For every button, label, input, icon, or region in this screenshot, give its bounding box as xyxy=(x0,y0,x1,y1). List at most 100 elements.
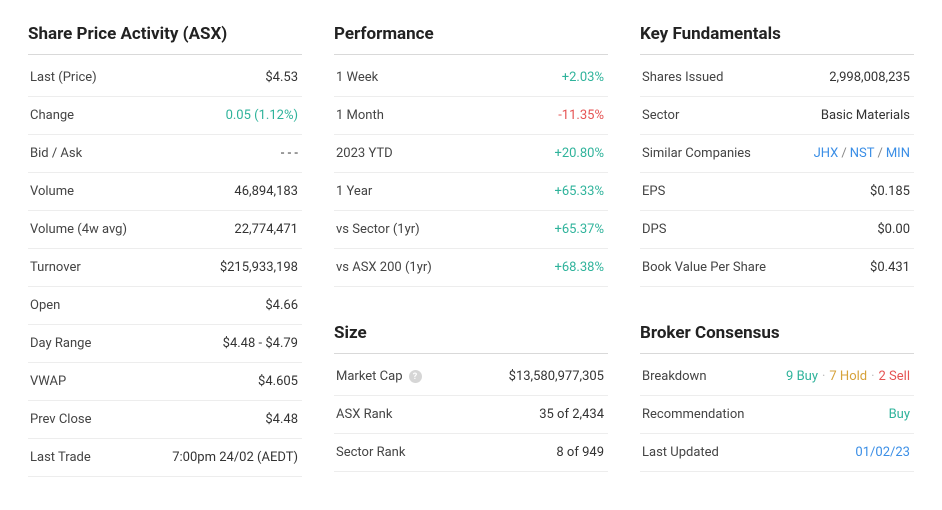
label-turnover: Turnover xyxy=(30,260,81,275)
similar-link-2[interactable]: NST xyxy=(850,146,875,161)
row-day-range: Day Range $4.48 - $4.79 xyxy=(28,325,302,363)
similar-link-3[interactable]: MIN xyxy=(886,146,910,161)
label-bid-ask: Bid / Ask xyxy=(30,146,82,161)
row-asx-rank: ASX Rank 35 of 2,434 xyxy=(334,396,608,434)
breakdown-hold: 7 Hold xyxy=(829,369,867,384)
value-open: $4.66 xyxy=(265,298,298,313)
fundamentals-column: Key Fundamentals Shares Issued 2,998,008… xyxy=(640,24,914,477)
row-vs-asx200: vs ASX 200 (1yr) +68.38% xyxy=(334,249,608,287)
value-sector: Basic Materials xyxy=(821,108,910,123)
label-volume-4w: Volume (4w avg) xyxy=(30,222,127,237)
row-1-week: 1 Week +2.03% xyxy=(334,59,608,97)
value-breakdown: 9 Buy · 7 Hold · 2 Sell xyxy=(786,369,910,384)
breakdown-dot-1: · xyxy=(822,369,825,384)
row-1-month: 1 Month -11.35% xyxy=(334,97,608,135)
share-price-title: Share Price Activity (ASX) xyxy=(28,24,302,55)
row-dps: DPS $0.00 xyxy=(640,211,914,249)
row-breakdown: Breakdown 9 Buy·7 Hold·2 Sell xyxy=(640,358,914,396)
row-last-updated: Last Updated 01/02/23 xyxy=(640,434,914,472)
row-sector-rank: Sector Rank 8 of 949 xyxy=(334,434,608,472)
label-vwap: VWAP xyxy=(30,374,66,389)
value-volume: 46,894,183 xyxy=(234,184,298,199)
value-1-year: +65.33% xyxy=(554,184,604,199)
row-1-year: 1 Year +65.33% xyxy=(334,173,608,211)
size-title: Size xyxy=(334,323,608,354)
label-book-value: Book Value Per Share xyxy=(642,260,766,275)
value-vwap: $4.605 xyxy=(258,374,298,389)
row-last-price: Last (Price) $4.53 xyxy=(28,59,302,97)
row-open: Open $4.66 xyxy=(28,287,302,325)
row-last-trade: Last Trade 7:00pm 24/02 (AEDT) xyxy=(28,439,302,477)
performance-title: Performance xyxy=(334,24,608,55)
main-columns: Share Price Activity (ASX) Last (Price) … xyxy=(28,24,914,477)
similar-sep-1: / xyxy=(841,146,846,161)
label-1-month: 1 Month xyxy=(336,108,384,123)
row-book-value: Book Value Per Share $0.431 xyxy=(640,249,914,287)
label-volume: Volume xyxy=(30,184,74,199)
label-ytd: 2023 YTD xyxy=(336,146,393,161)
value-turnover: $215,933,198 xyxy=(220,260,298,275)
value-dps: $0.00 xyxy=(877,222,910,237)
value-recommendation: Buy xyxy=(889,407,910,422)
row-vwap: VWAP $4.605 xyxy=(28,363,302,401)
label-shares-issued: Shares Issued xyxy=(642,70,723,85)
value-1-week: +2.03% xyxy=(562,70,604,85)
row-volume-4w: Volume (4w avg) 22,774,471 xyxy=(28,211,302,249)
label-sector-rank: Sector Rank xyxy=(336,445,405,460)
value-day-range: $4.48 - $4.79 xyxy=(223,336,298,351)
fundamentals-title: Key Fundamentals xyxy=(640,24,914,55)
value-market-cap: $13,580,977,305 xyxy=(509,369,604,384)
value-last-updated[interactable]: 01/02/23 xyxy=(855,445,910,460)
label-eps: EPS xyxy=(642,184,665,199)
label-vs-sector: vs Sector (1yr) xyxy=(336,222,420,237)
value-last-trade: 7:00pm 24/02 (AEDT) xyxy=(172,450,298,465)
share-price-column: Share Price Activity (ASX) Last (Price) … xyxy=(28,24,302,477)
value-asx-rank: 35 of 2,434 xyxy=(539,407,604,422)
label-sector: Sector xyxy=(642,108,679,123)
label-day-range: Day Range xyxy=(30,336,91,351)
row-recommendation: Recommendation Buy xyxy=(640,396,914,434)
row-ytd: 2023 YTD +20.80% xyxy=(334,135,608,173)
value-eps: $0.185 xyxy=(870,184,910,199)
value-vs-sector: +65.37% xyxy=(554,222,604,237)
label-dps: DPS xyxy=(642,222,666,237)
breakdown-sell: 2 Sell xyxy=(879,369,910,384)
value-similar-companies: JHX/NST/MIN xyxy=(814,146,910,161)
performance-column: Performance 1 Week +2.03% 1 Month -11.35… xyxy=(334,24,608,477)
label-1-week: 1 Week xyxy=(336,70,378,85)
value-bid-ask: - - - xyxy=(281,146,298,161)
breakdown-buy: 9 Buy xyxy=(786,369,818,384)
value-sector-rank: 8 of 949 xyxy=(556,445,604,460)
label-open: Open xyxy=(30,298,60,313)
help-icon[interactable]: ? xyxy=(409,370,422,383)
row-prev-close: Prev Close $4.48 xyxy=(28,401,302,439)
value-shares-issued: 2,998,008,235 xyxy=(829,70,910,85)
value-prev-close: $4.48 xyxy=(265,412,298,427)
row-sector: Sector Basic Materials xyxy=(640,97,914,135)
broker-title: Broker Consensus xyxy=(640,323,914,354)
row-change: Change 0.05 (1.12%) xyxy=(28,97,302,135)
label-1-year: 1 Year xyxy=(336,184,372,199)
row-similar-companies: Similar Companies JHX/NST/MIN xyxy=(640,135,914,173)
text-market-cap: Market Cap xyxy=(336,369,403,384)
label-recommendation: Recommendation xyxy=(642,407,744,422)
row-vs-sector: vs Sector (1yr) +65.37% xyxy=(334,211,608,249)
value-book-value: $0.431 xyxy=(870,260,910,275)
value-change: 0.05 (1.12%) xyxy=(226,108,298,123)
label-last-trade: Last Trade xyxy=(30,450,91,465)
similar-link-1[interactable]: JHX xyxy=(814,146,839,161)
row-turnover: Turnover $215,933,198 xyxy=(28,249,302,287)
value-vs-asx200: +68.38% xyxy=(554,260,604,275)
row-eps: EPS $0.185 xyxy=(640,173,914,211)
label-last-price: Last (Price) xyxy=(30,70,97,85)
label-last-updated: Last Updated xyxy=(642,445,719,460)
value-ytd: +20.80% xyxy=(554,146,604,161)
row-bid-ask: Bid / Ask - - - xyxy=(28,135,302,173)
breakdown-dot-2: · xyxy=(871,369,874,384)
label-similar-companies: Similar Companies xyxy=(642,146,751,161)
value-last-price: $4.53 xyxy=(265,70,298,85)
label-market-cap: Market Cap ? xyxy=(336,369,422,384)
row-volume: Volume 46,894,183 xyxy=(28,173,302,211)
label-change: Change xyxy=(30,108,74,123)
value-volume-4w: 22,774,471 xyxy=(234,222,298,237)
